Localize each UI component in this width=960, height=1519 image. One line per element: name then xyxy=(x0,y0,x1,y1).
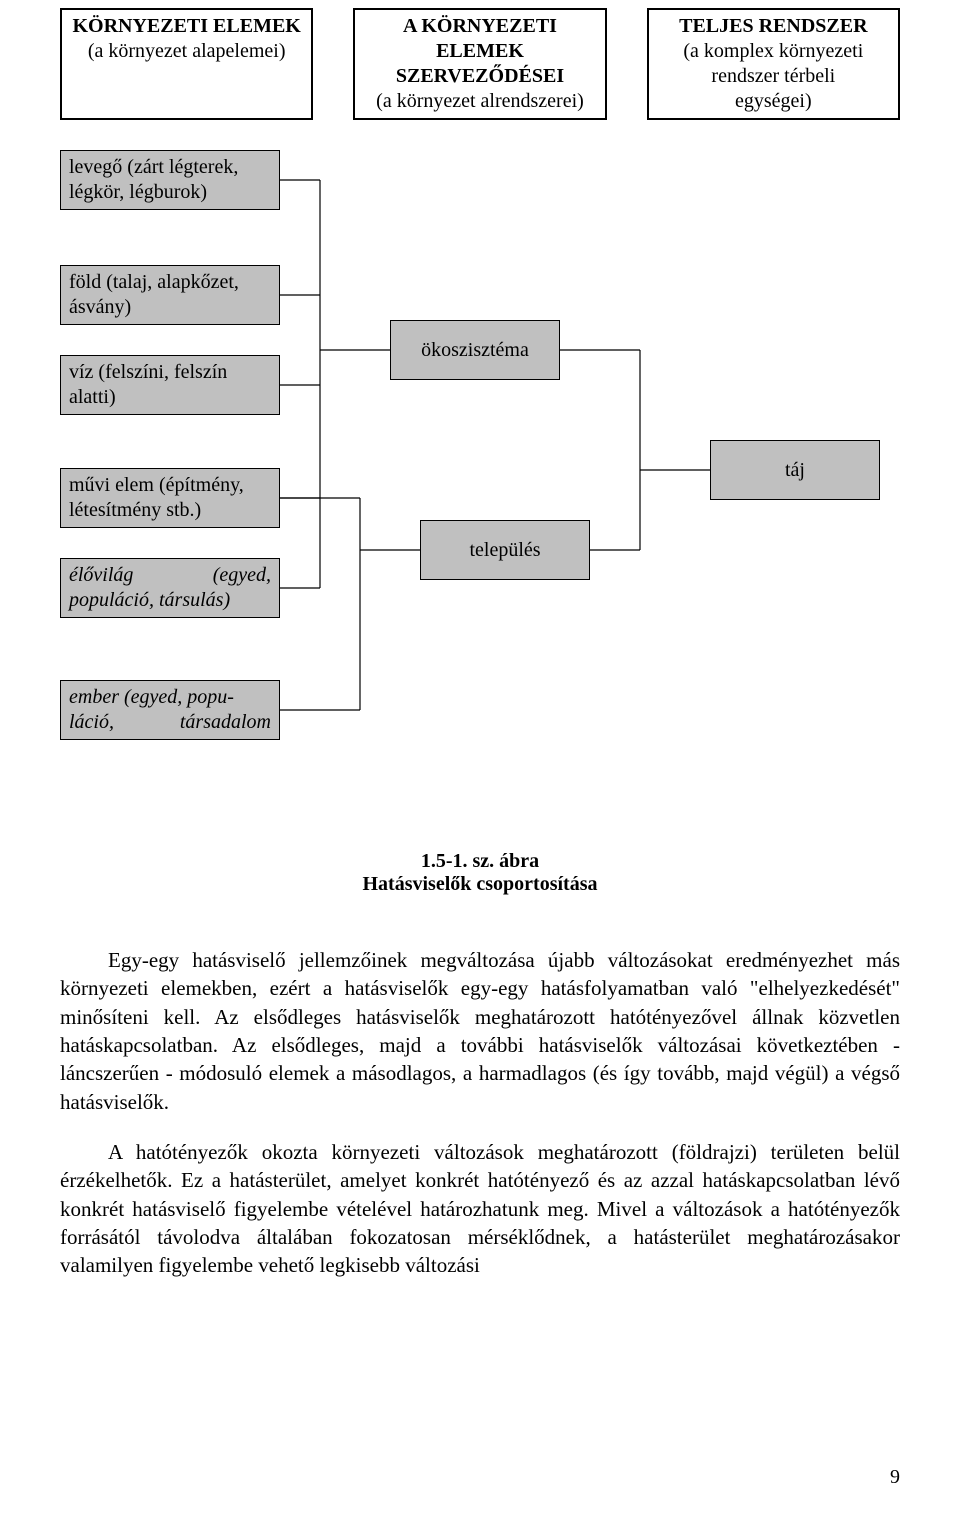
header-col2-sub: (a környezet alrendszerei) xyxy=(361,89,598,114)
node-okoszisztema-label: ökoszisztéma xyxy=(421,338,529,363)
node-muvi: művi elem (építmény, létesítmény stb.) xyxy=(60,468,280,528)
node-elovilag-l2: populáció, társulás) xyxy=(69,588,271,613)
node-taj-label: táj xyxy=(785,458,805,483)
node-ember: ember (egyed, popu- láció, társadalom xyxy=(60,680,280,740)
header-col3-sub-l2: rendszer térbeli xyxy=(655,64,892,89)
figure-caption: 1.5-1. sz. ábra Hatásviselők csoportosít… xyxy=(60,850,900,896)
header-col3-sub-l1: (a komplex környezeti xyxy=(655,39,892,64)
node-elovilag-l1a: élővilág xyxy=(69,563,133,588)
node-viz-l1: víz (felszíni, felszín xyxy=(69,360,271,385)
paragraph-1: Egy-egy hatásviselő jellemzőinek megvált… xyxy=(60,946,900,1116)
node-elovilag: élővilág (egyed, populáció, társulás) xyxy=(60,558,280,618)
node-telepules: település xyxy=(420,520,590,580)
header-col2: A KÖRNYEZETI ELEMEK SZERVEZŐDÉSEI (a kör… xyxy=(353,8,606,120)
header-col2-l3: SZERVEZŐDÉSEI xyxy=(361,64,598,89)
header-col3-title: TELJES RENDSZER xyxy=(655,14,892,39)
figure-caption-l2: Hatásviselők csoportosítása xyxy=(60,873,900,896)
node-viz: víz (felszíni, felszín alatti) xyxy=(60,355,280,415)
node-levego: levegő (zárt légterek, légkör, légburok) xyxy=(60,150,280,210)
node-ember-l2: láció, xyxy=(69,710,114,735)
node-viz-l2: alatti) xyxy=(69,385,271,410)
node-muvi-l2: létesítmény stb.) xyxy=(69,498,271,523)
header-col2-l2: ELEMEK xyxy=(361,39,598,64)
header-col3-sub-l3: egységei) xyxy=(655,89,892,114)
header-col2-l1: A KÖRNYEZETI xyxy=(361,14,598,39)
diagram: levegő (zárt légterek, légkör, légburok)… xyxy=(60,150,900,810)
header-row: KÖRNYEZETI ELEMEK (a környezet alapeleme… xyxy=(60,8,900,120)
node-ember-l2b: társadalom xyxy=(180,710,271,735)
paragraph-2: A hatótényezők okozta környezeti változá… xyxy=(60,1138,900,1280)
page-number: 9 xyxy=(890,1466,900,1489)
node-taj: táj xyxy=(710,440,880,500)
header-col3: TELJES RENDSZER (a komplex környezeti re… xyxy=(647,8,900,120)
node-muvi-l1: művi elem (építmény, xyxy=(69,473,271,498)
node-fold: föld (talaj, alapkőzet, ásvány) xyxy=(60,265,280,325)
figure-caption-l1: 1.5-1. sz. ábra xyxy=(60,850,900,873)
node-fold-l2: ásvány) xyxy=(69,295,271,320)
header-col1: KÖRNYEZETI ELEMEK (a környezet alapeleme… xyxy=(60,8,313,120)
node-fold-l1: föld (talaj, alapkőzet, xyxy=(69,270,271,295)
node-elovilag-l1b: (egyed, xyxy=(213,563,271,588)
node-okoszisztema: ökoszisztéma xyxy=(390,320,560,380)
header-col1-title: KÖRNYEZETI ELEMEK xyxy=(68,14,305,39)
node-levego-l2: légkör, légburok) xyxy=(69,180,271,205)
node-ember-l1: ember (egyed, popu- xyxy=(69,685,271,710)
header-col1-sub: (a környezet alapelemei) xyxy=(68,39,305,64)
node-levego-l1: levegő (zárt légterek, xyxy=(69,155,271,180)
node-telepules-label: település xyxy=(469,538,540,563)
